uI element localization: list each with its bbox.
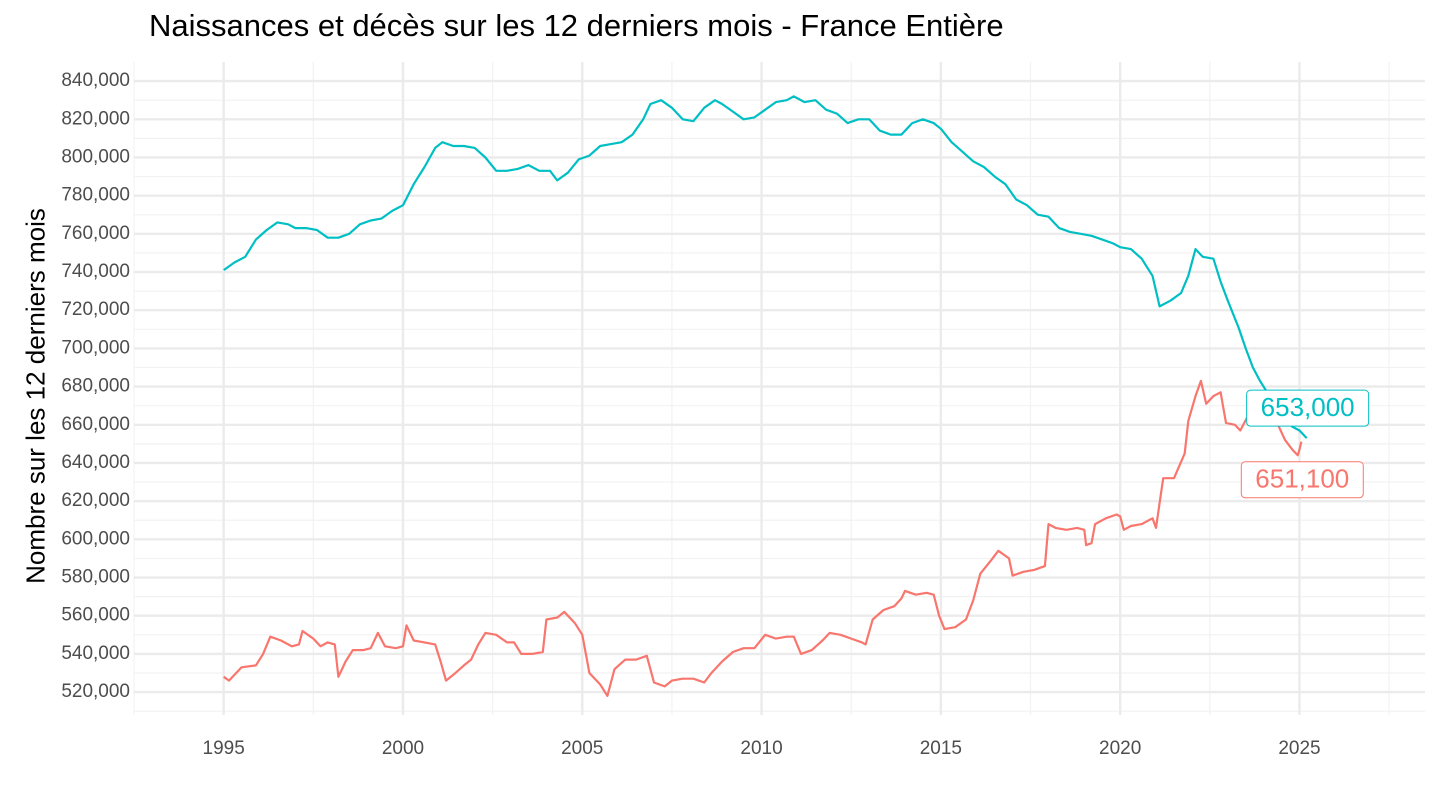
y-tick-label: 840,000 (61, 70, 130, 91)
y-tick-label: 620,000 (61, 490, 130, 511)
series-line (223, 95, 1308, 439)
x-tick-label: 1995 (203, 738, 245, 759)
y-tick-label: 820,000 (61, 108, 130, 129)
y-tick-label: 780,000 (61, 185, 130, 206)
y-tick-label: 580,000 (61, 567, 130, 588)
y-tick-label: 640,000 (61, 452, 130, 473)
y-tick-label: 540,000 (61, 643, 130, 664)
end-label: 653,000 (1261, 392, 1355, 422)
end-labels: 653,000 651,100 (1240, 389, 1370, 499)
x-tick-label: 2010 (740, 738, 782, 759)
y-tick-label: 680,000 (61, 376, 130, 397)
chart-title: Naissances et décès sur les 12 derniers … (149, 8, 1004, 43)
y-tick-label: 560,000 (61, 605, 130, 626)
series-line (223, 379, 1303, 697)
y-tick-label: 800,000 (61, 146, 130, 167)
y-tick-labels: 520,000 540,000 560,000 580,000 600,000 620,0… (61, 70, 130, 702)
x-tick-label: 2015 (920, 738, 962, 759)
x-tick-label: 2000 (382, 738, 424, 759)
minor-gridlines (133, 62, 1425, 715)
end-label: 651,100 (1255, 464, 1349, 494)
x-tick-label: 2025 (1278, 738, 1320, 759)
end-label-box (1240, 461, 1364, 499)
end-label-box (1246, 389, 1370, 427)
y-tick-label: 760,000 (61, 223, 130, 244)
x-tick-labels: 1995 2000 2005 2010 2015 2020 2025 (203, 738, 1321, 759)
major-gridlines (134, 62, 1425, 715)
y-tick-label: 520,000 (61, 681, 130, 702)
y-tick-label: 700,000 (61, 337, 130, 358)
y-tick-label: 600,000 (61, 528, 130, 549)
y-tick-label: 720,000 (61, 299, 130, 320)
y-tick-label: 660,000 (61, 414, 130, 435)
x-tick-label: 2020 (1099, 738, 1141, 759)
x-tick-label: 2005 (561, 738, 603, 759)
series-layer (223, 95, 1308, 697)
y-tick-label: 740,000 (61, 261, 130, 282)
